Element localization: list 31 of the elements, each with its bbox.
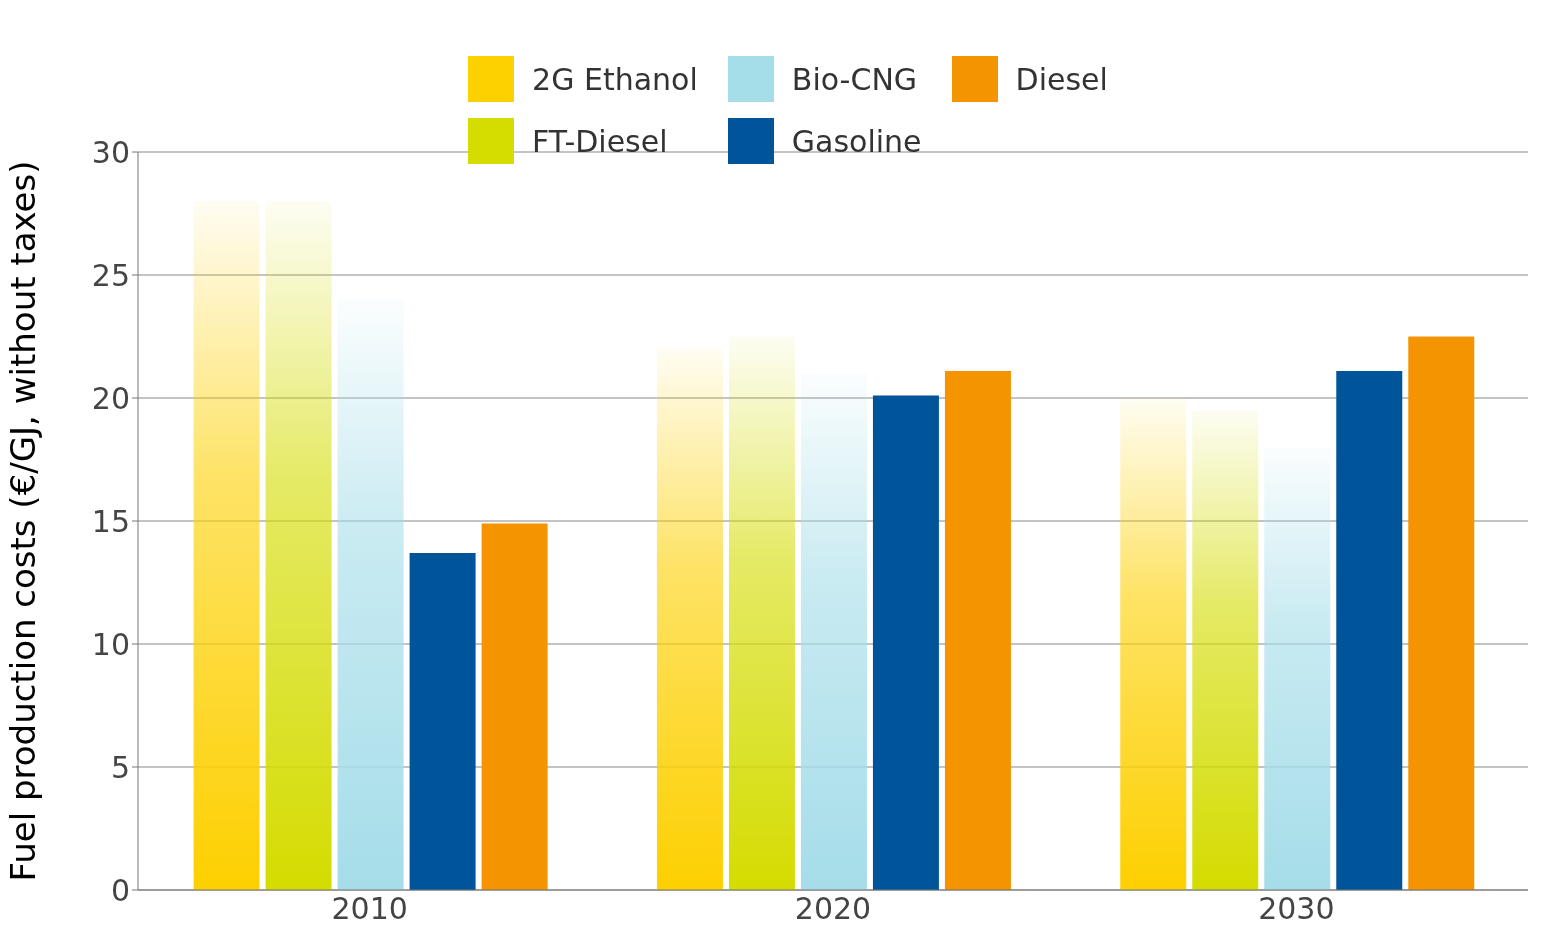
bar: [409, 552, 476, 890]
y-tick-label: 25: [91, 257, 130, 293]
legend-label: FT-Diesel: [532, 123, 668, 159]
bar: [944, 370, 1011, 890]
y-tick-label: 0: [110, 872, 130, 908]
bar: [337, 299, 404, 890]
x-tick-label: 2030: [1258, 891, 1335, 927]
bar: [265, 201, 332, 890]
legend-label: 2G Ethanol: [532, 61, 698, 97]
bar: [1408, 336, 1475, 890]
bar: [656, 348, 723, 890]
y-tick-label: 15: [91, 503, 130, 539]
legend-label: Gasoline: [791, 123, 922, 159]
bar: [1264, 447, 1331, 890]
bar: [1336, 370, 1403, 890]
bar: [1120, 398, 1187, 890]
bar: [872, 395, 939, 890]
y-axis-title: Fuel production costs (€/GJ, without taxes): [3, 160, 44, 882]
legend-label: Diesel: [1015, 61, 1108, 97]
y-tick-label: 30: [91, 134, 130, 170]
y-tick-label: 5: [110, 749, 130, 785]
x-tick-label: 2010: [331, 891, 408, 927]
bar: [1192, 410, 1259, 890]
bar: [481, 523, 548, 890]
x-tick-label: 2020: [794, 891, 872, 927]
y-tick-label: 10: [91, 626, 130, 662]
bar: [800, 373, 867, 890]
bar: [728, 336, 795, 890]
bar: [193, 201, 260, 890]
y-tick-label: 20: [91, 380, 130, 416]
legend-label: Bio-CNG: [791, 61, 918, 97]
